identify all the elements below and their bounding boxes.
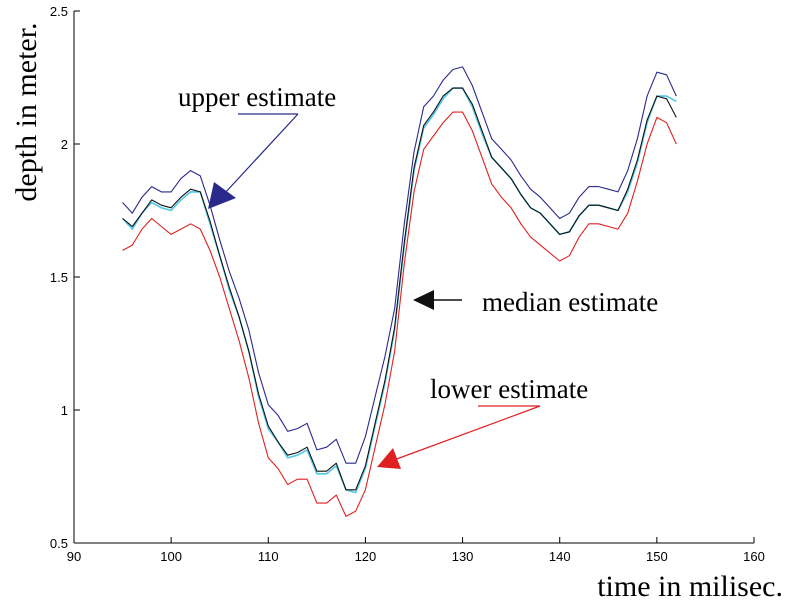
- axes: 90 100 110 120 130 140 150 160 0.5 1 1.5 2 2.5: [50, 4, 765, 564]
- y-tick-label: 1.5: [50, 270, 68, 285]
- lower-estimate-label: lower estimate: [430, 374, 588, 404]
- x-tick-label: 120: [355, 549, 377, 564]
- x-tick-label: 130: [452, 549, 474, 564]
- upper-estimate-arrowhead: [208, 182, 236, 209]
- series-group: [122, 66, 677, 517]
- x-axis-title: time in milisec.: [597, 570, 783, 603]
- lower-estimate-arrow-shaft: [393, 405, 541, 461]
- median-estimate-label: median estimate: [482, 287, 658, 317]
- y-tick-label: 2.5: [50, 4, 68, 19]
- y-axis-title: depth in meter.: [10, 22, 43, 201]
- median-estimate-line: [122, 87, 677, 491]
- x-tick-label: 160: [743, 549, 765, 564]
- x-tick-label: 100: [160, 549, 182, 564]
- x-tick-label: 110: [258, 549, 279, 564]
- y-tick-label: 0.5: [50, 536, 68, 551]
- lower-estimate-arrowhead: [377, 448, 401, 469]
- annotations: upper estimate median estimate lower est…: [178, 82, 658, 469]
- upper-estimate-arrow-shaft: [223, 113, 299, 195]
- upper-estimate-line: [122, 66, 677, 464]
- upper-estimate-label: upper estimate: [178, 82, 336, 112]
- y-tick-label: 1: [61, 403, 68, 418]
- x-tick-label: 150: [646, 549, 668, 564]
- x-tick-label: 90: [67, 549, 81, 564]
- y-tick-label: 2: [61, 137, 68, 152]
- x-tick-label: 140: [549, 549, 571, 564]
- median-estimate-arrowhead: [413, 290, 434, 310]
- lower-estimate-line: [122, 111, 677, 517]
